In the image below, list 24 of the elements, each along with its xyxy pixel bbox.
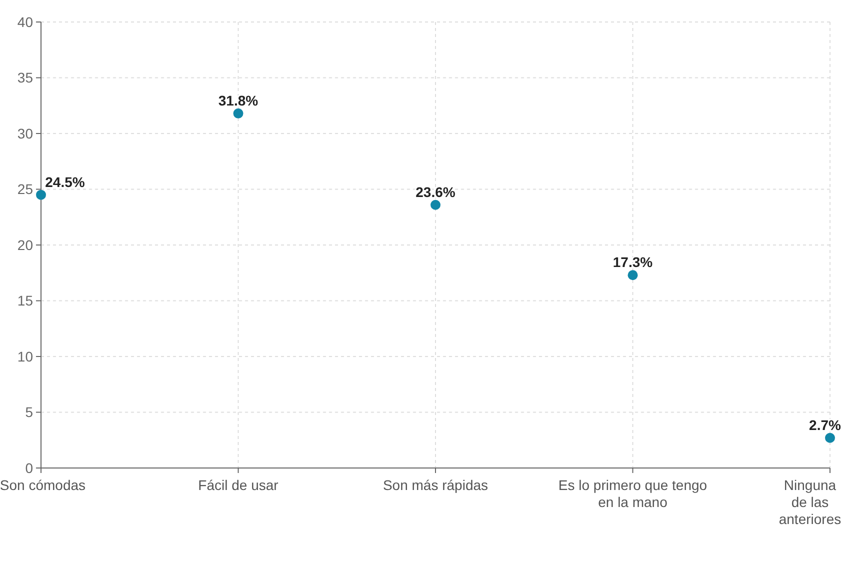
x-tick-label: Son cómodas xyxy=(0,477,86,493)
data-label: 17.3% xyxy=(612,254,654,270)
y-tick-label: 0 xyxy=(25,460,34,476)
y-tick-label: 5 xyxy=(25,404,34,420)
data-label: 2.7% xyxy=(809,416,842,433)
y-tick-label: 40 xyxy=(17,14,34,30)
y-tick-label: 35 xyxy=(17,70,34,86)
y-tick-label: 30 xyxy=(17,125,34,142)
x-tick-label: Es lo primero que tengo en la mano xyxy=(558,477,708,510)
point xyxy=(628,270,638,280)
y-tick-label: 25 xyxy=(17,181,34,198)
x-tick-label: Son más rápidas xyxy=(382,477,488,493)
data-label: 23.6% xyxy=(416,184,456,200)
y-tick-label: 20 xyxy=(17,236,34,253)
point xyxy=(36,190,46,200)
data-label: 31.8% xyxy=(218,92,259,108)
x-tick-label: Ninguna de las anteriores xyxy=(778,477,842,527)
x-tick-label: Fácil de usar xyxy=(198,477,279,493)
point xyxy=(430,200,440,210)
point xyxy=(233,108,244,118)
y-tick-label: 10 xyxy=(17,348,34,364)
data-label: 24.5% xyxy=(45,174,86,190)
y-tick-label: 15 xyxy=(17,292,34,309)
point xyxy=(825,432,835,443)
